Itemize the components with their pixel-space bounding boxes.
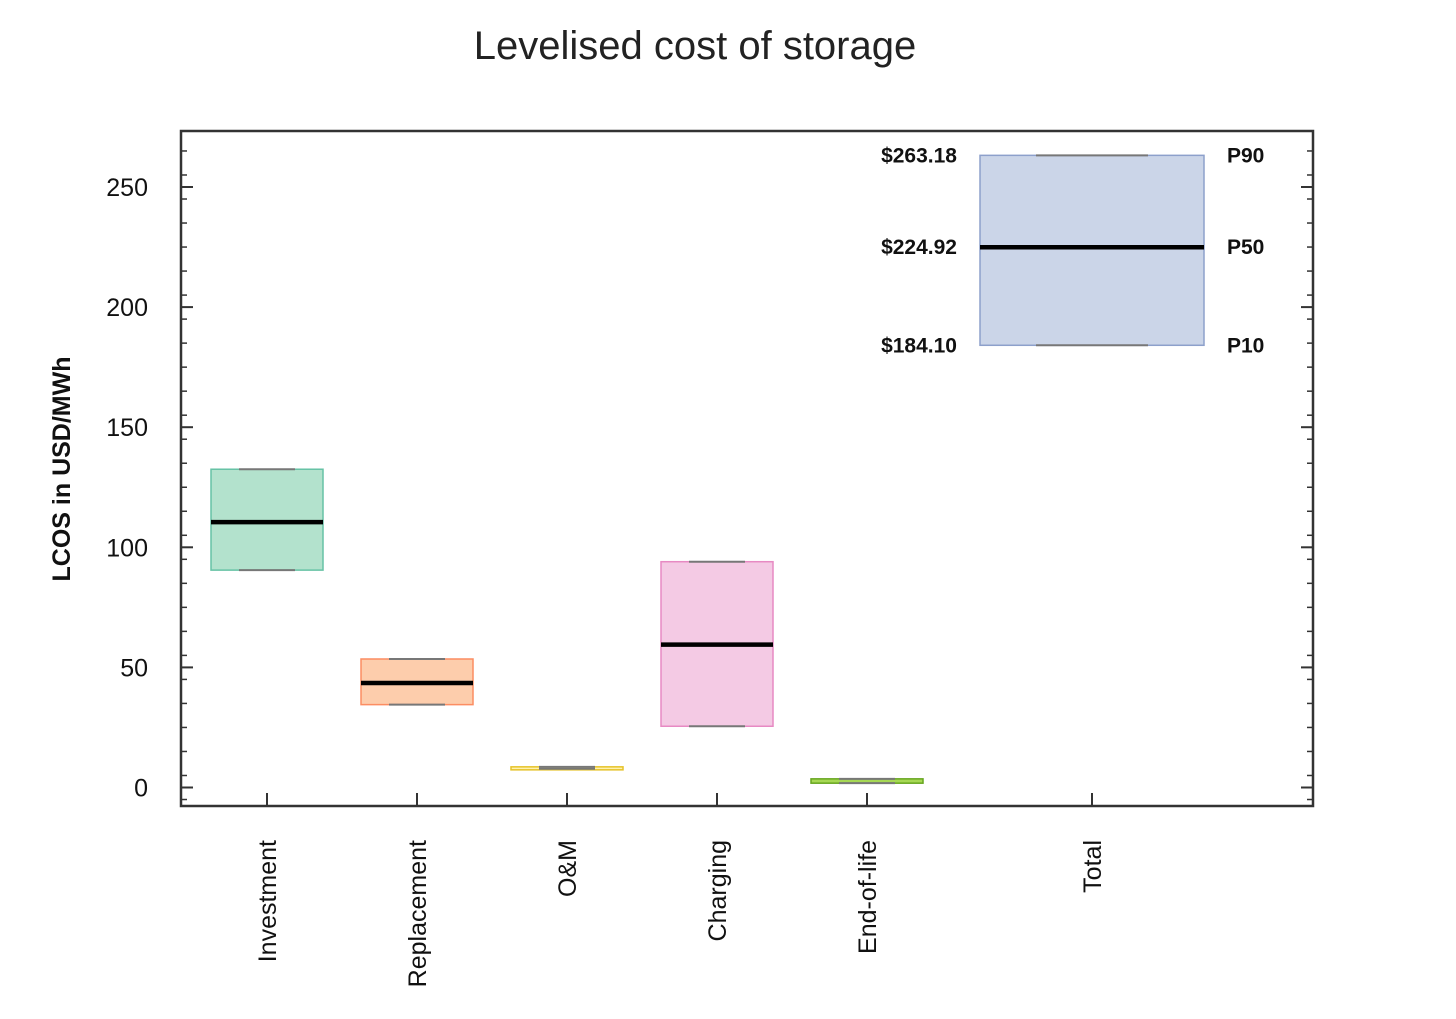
total-value-label: $184.10 [881,334,957,357]
chart-title: Levelised cost of storage [473,24,917,68]
boxes-group [210,154,1205,785]
percentile-label: P10 [1227,334,1264,357]
x-axis-ticks: Investment Replacement O&M Charging End-of-l… [254,793,1107,987]
total-annotations: $263.18 P90 $224.92 P50 $184.10 P10 [881,144,1264,357]
total-value-label: $263.18 [881,144,957,167]
y-tick-label: 50 [120,654,148,682]
y-tick-label: 250 [106,174,148,202]
x-category-label: Charging [704,840,732,941]
box-investment [210,468,324,571]
x-category-label: O&M [554,840,582,897]
plot-frame [179,129,1315,808]
box-total [979,154,1205,347]
y-tick-label: 0 [134,775,148,803]
y-tick-label: 150 [106,414,148,442]
y-tick-label: 100 [106,534,148,562]
x-category-label: End-of-life [854,840,882,954]
percentile-label: P90 [1227,144,1264,167]
y-axis-ticks: 0 50 100 150 200 250 [106,150,1313,803]
x-category-label: Investment [254,840,282,962]
x-category-label: Replacement [404,840,432,987]
x-category-label: Total [1079,840,1107,893]
y-tick-label: 200 [106,294,148,322]
percentile-label: P50 [1227,236,1264,259]
total-value-label: $224.92 [881,236,957,259]
y-axis-label: LCOS in USD/MWh [48,357,76,582]
